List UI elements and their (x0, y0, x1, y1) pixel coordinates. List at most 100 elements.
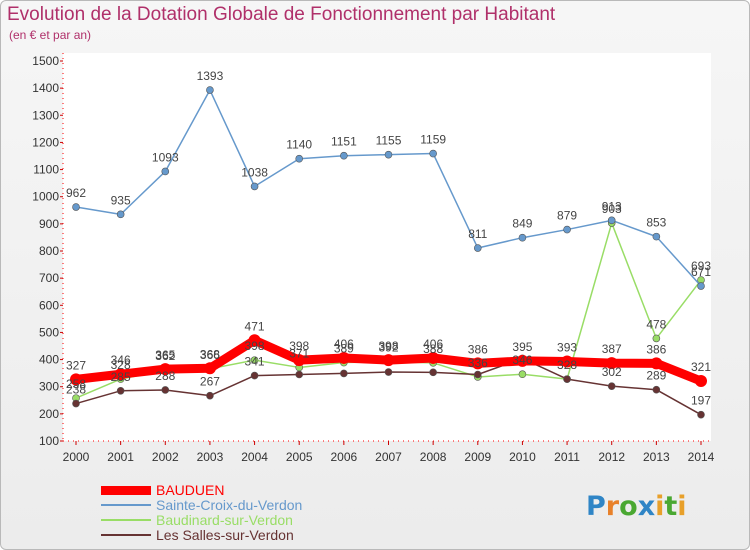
data-label-1: 853 (646, 216, 666, 230)
data-label-2: 371 (289, 346, 309, 360)
data-label-1: 935 (111, 193, 131, 207)
series-point-0 (605, 357, 618, 370)
series-point-3 (697, 410, 705, 419)
data-label-2: 388 (423, 342, 443, 356)
data-label-1: 811 (468, 227, 487, 241)
data-label-2: 328 (557, 358, 577, 372)
data-label-2: 328 (111, 358, 131, 372)
series-point-3 (116, 386, 125, 395)
series-point-2 (518, 370, 527, 379)
legend-label: Sainte-Croix-du-Verdon (156, 497, 303, 513)
legend-swatch (101, 504, 151, 506)
series-point-1 (384, 150, 393, 159)
data-label-0: 368 (200, 347, 220, 361)
series-point-1 (429, 149, 437, 158)
data-label-0: 393 (557, 340, 577, 354)
y-tick-label: 800 (39, 244, 59, 258)
series-point-3 (384, 368, 393, 376)
data-label-2: 366 (200, 348, 220, 362)
series-point-1 (161, 167, 170, 176)
legend-label: Les Salles-sur-Verdon (156, 527, 294, 543)
data-label-1: 1393 (197, 69, 224, 83)
x-tick-label: 2001 (107, 450, 134, 464)
x-tick-label: 2007 (375, 450, 402, 464)
series-point-1 (116, 210, 125, 219)
legend-swatch (101, 519, 151, 521)
data-label-0: 386 (646, 342, 666, 356)
series-point-3 (250, 371, 259, 380)
y-tick-label: 1100 (33, 163, 59, 177)
series-point-0 (248, 334, 261, 347)
series-point-3 (607, 382, 616, 390)
plot-area (63, 53, 711, 441)
data-label-0: 406 (423, 337, 443, 351)
data-label-0: 406 (334, 337, 354, 351)
data-label-0: 387 (602, 342, 622, 356)
series-point-1 (206, 86, 214, 94)
series-point-3 (295, 370, 304, 379)
chart-subtitle: (en € et par an) (9, 28, 92, 42)
data-label-2: 903 (602, 202, 622, 216)
legend-swatch (101, 534, 151, 536)
data-label-1: 849 (512, 217, 532, 231)
series-point-0 (70, 373, 82, 386)
y-tick-label: 1300 (32, 108, 59, 122)
data-label-3: 285 (111, 370, 131, 384)
data-label-1: 1038 (241, 165, 268, 179)
data-label-1: 1140 (286, 138, 312, 152)
x-tick-label: 2005 (286, 450, 313, 464)
data-label-1: 1159 (420, 133, 446, 147)
data-label-0: 327 (66, 358, 86, 372)
x-tick-label: 2004 (241, 450, 268, 464)
x-tick-label: 2013 (643, 450, 670, 464)
series-point-1 (652, 232, 661, 241)
x-tick-label: 2012 (598, 450, 625, 464)
series-point-3 (161, 386, 170, 394)
series-point-0 (293, 354, 306, 367)
series-point-3 (473, 370, 482, 379)
data-label-0: 395 (512, 340, 532, 354)
series-point-3 (206, 391, 214, 400)
data-label-0: 398 (289, 339, 309, 353)
y-tick-label: 900 (39, 217, 59, 231)
series-point-2 (652, 334, 661, 343)
series-point-0 (382, 354, 395, 367)
x-tick-label: 2002 (152, 450, 179, 464)
data-label-3: 267 (200, 375, 220, 389)
data-label-0: 398 (378, 339, 398, 353)
data-label-0: 346 (111, 353, 131, 367)
series-point-1 (518, 233, 527, 242)
series-point-0 (337, 351, 350, 364)
data-label-2: 392 (378, 341, 398, 355)
data-label-2: 478 (646, 317, 666, 331)
series-point-3 (429, 368, 437, 377)
data-label-2: 336 (468, 356, 488, 370)
data-label-2: 362 (155, 349, 175, 363)
x-tick-label: 2006 (331, 450, 358, 464)
series-point-1 (563, 225, 571, 234)
series-point-3 (652, 385, 661, 394)
y-tick-label: 500 (39, 325, 59, 339)
x-tick-label: 2010 (509, 450, 536, 464)
x-tick-label: 2014 (688, 450, 715, 464)
series-point-1 (697, 282, 705, 290)
legend-label: BAUDUEN (156, 482, 225, 498)
data-label-1: 1155 (376, 134, 402, 148)
data-label-0: 365 (155, 348, 175, 362)
x-tick-label: 2003 (197, 450, 224, 464)
series-point-0 (114, 368, 127, 381)
data-label-2: 693 (691, 259, 711, 273)
data-label-0: 386 (468, 342, 488, 356)
y-tick-label: 400 (39, 353, 59, 367)
data-label-3: 302 (602, 365, 622, 379)
series-point-0 (159, 363, 172, 376)
series-point-0 (427, 351, 440, 364)
series-point-1 (340, 151, 348, 160)
data-label-3: 288 (155, 369, 175, 383)
y-tick-label: 100 (39, 434, 59, 448)
data-label-3: 197 (691, 394, 711, 408)
data-label-3: 238 (66, 383, 86, 397)
data-label-1: 879 (557, 209, 577, 223)
